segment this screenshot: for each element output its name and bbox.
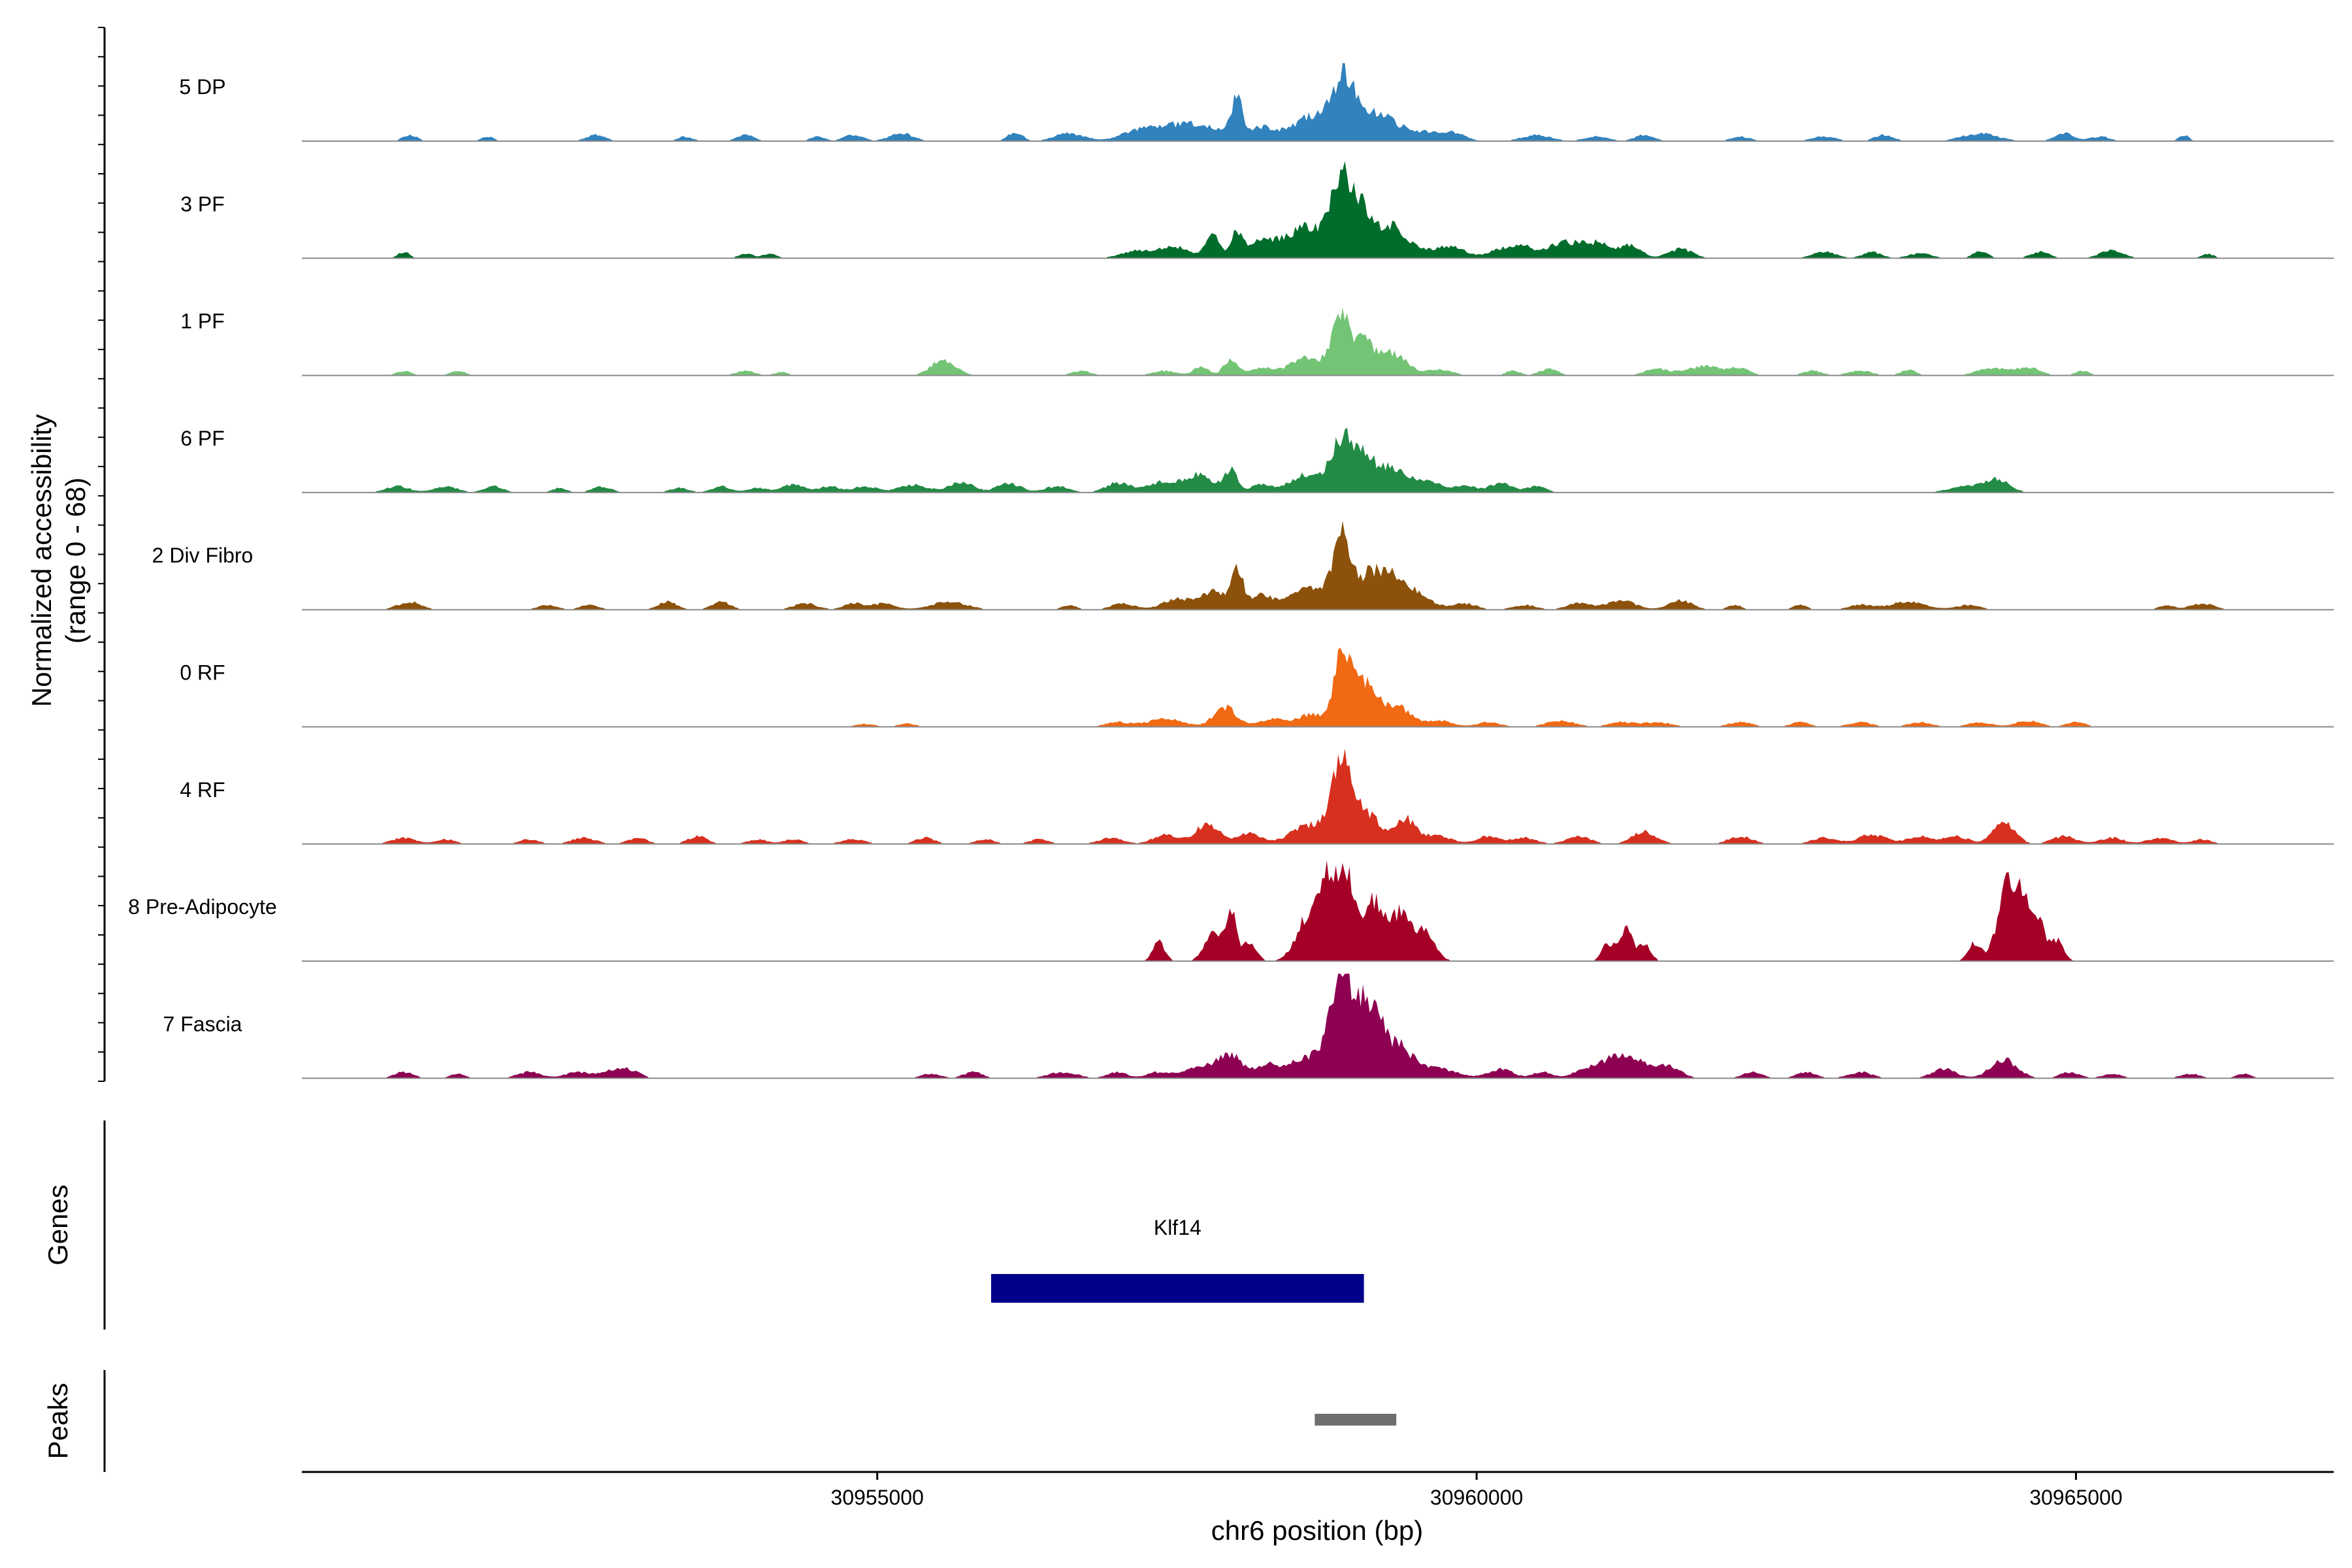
track-7-fascia: 7 Fascia <box>163 973 2334 1079</box>
peak-interval <box>1315 1414 1397 1426</box>
peaks-panel-label: Peaks <box>42 1383 73 1460</box>
track-label: 2 Div Fibro <box>152 544 253 567</box>
track-2-div-fibro: 2 Div Fibro <box>152 521 2334 611</box>
track-label: 0 RF <box>180 661 225 685</box>
genes-panel-label: Genes <box>42 1184 73 1266</box>
x-tick-label: 30960000 <box>1430 1486 1523 1509</box>
gene-track: Klf14 <box>991 1216 1364 1303</box>
track-5-dp: 5 DP <box>179 63 2334 142</box>
coverage-area-2-div-fibro <box>302 521 2334 610</box>
x-tick-label: 30955000 <box>831 1486 924 1509</box>
coverage-area-7-fascia <box>302 973 2334 1079</box>
y-axis-range-label: (range 0 - 68) <box>60 478 91 644</box>
coverage-area-4-rf <box>302 748 2334 844</box>
track-6-pf: 6 PF <box>180 427 2334 493</box>
track-0-rf: 0 RF <box>180 647 2334 728</box>
x-axis: 30955000 30960000 30965000 <box>302 1471 2334 1509</box>
track-4-rf: 4 RF <box>180 748 2334 845</box>
coverage-area-0-rf <box>302 647 2334 727</box>
coverage-tracks: 5 DP 3 PF 1 PF 6 PF 2 Div Fibro 0 RF 4 RF 8 Pre… <box>128 63 2334 1079</box>
x-axis-title: chr6 position (bp) <box>1211 1515 1424 1546</box>
track-1-pf: 1 PF <box>180 308 2334 376</box>
track-label: 8 Pre-Adipocyte <box>128 895 277 919</box>
track-label: 1 PF <box>180 310 225 333</box>
track-label: 7 Fascia <box>163 1012 242 1036</box>
coverage-area-5-dp <box>302 63 2334 141</box>
track-3-pf: 3 PF <box>180 161 2334 259</box>
coverage-area-1-pf <box>302 308 2334 376</box>
coverage-y-ticks <box>98 27 105 1082</box>
y-axis-title: Normalized accessibility <box>26 414 57 707</box>
coverage-area-6-pf <box>302 427 2334 493</box>
x-tick-label: 30965000 <box>2029 1486 2122 1509</box>
track-label: 4 RF <box>180 778 225 802</box>
coverage-area-8-pre-adipocyte <box>302 860 2334 962</box>
track-label: 6 PF <box>180 427 225 450</box>
peak-track <box>1315 1414 1397 1426</box>
gene-body-klf14 <box>991 1274 1364 1303</box>
gene-label: Klf14 <box>1154 1216 1201 1239</box>
track-label: 5 DP <box>179 75 225 99</box>
track-label: 3 PF <box>180 192 225 216</box>
coverage-area-3-pf <box>302 161 2334 259</box>
track-8-pre-adipocyte: 8 Pre-Adipocyte <box>128 860 2334 962</box>
